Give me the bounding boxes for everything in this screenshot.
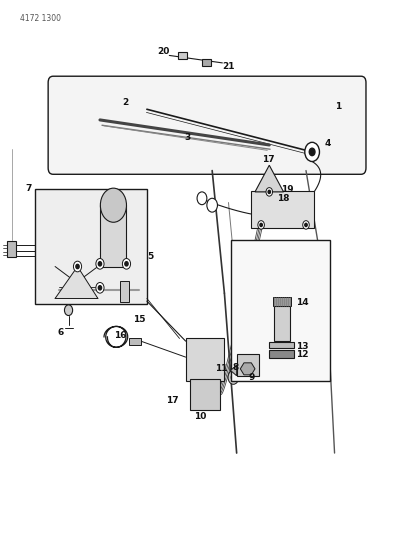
Bar bbox=[100, 205, 126, 266]
Text: 4172 1300: 4172 1300 bbox=[20, 14, 61, 22]
Bar bbox=[35, 189, 147, 304]
Text: 5: 5 bbox=[147, 253, 153, 261]
Bar bbox=[274, 306, 290, 341]
Circle shape bbox=[228, 370, 239, 384]
Bar bbox=[120, 281, 129, 302]
Bar bbox=[178, 52, 187, 59]
Circle shape bbox=[197, 192, 207, 205]
Circle shape bbox=[309, 148, 315, 156]
Circle shape bbox=[305, 142, 319, 161]
Text: 8: 8 bbox=[233, 364, 239, 372]
Text: 12: 12 bbox=[296, 351, 309, 359]
Circle shape bbox=[258, 221, 264, 229]
Text: 17: 17 bbox=[166, 397, 179, 405]
Circle shape bbox=[207, 198, 217, 212]
Text: 18: 18 bbox=[277, 195, 290, 203]
Text: 17: 17 bbox=[262, 156, 275, 164]
Bar bbox=[237, 354, 259, 376]
Circle shape bbox=[122, 259, 131, 269]
Circle shape bbox=[96, 259, 104, 269]
Circle shape bbox=[260, 223, 262, 227]
Circle shape bbox=[268, 190, 271, 193]
Bar bbox=[269, 342, 294, 348]
Circle shape bbox=[98, 262, 102, 266]
Text: 11: 11 bbox=[215, 364, 227, 373]
FancyBboxPatch shape bbox=[48, 76, 366, 174]
Bar bbox=[231, 240, 330, 381]
Text: 2: 2 bbox=[122, 98, 129, 107]
Text: 19: 19 bbox=[282, 185, 294, 193]
Polygon shape bbox=[255, 165, 284, 192]
Text: 6: 6 bbox=[57, 328, 64, 336]
Circle shape bbox=[231, 375, 235, 380]
Text: 15: 15 bbox=[133, 316, 145, 324]
Bar bbox=[190, 379, 220, 410]
Text: 1: 1 bbox=[335, 102, 341, 111]
Circle shape bbox=[100, 188, 126, 222]
Text: 16: 16 bbox=[114, 332, 126, 340]
Text: 3: 3 bbox=[184, 133, 191, 142]
Text: 20: 20 bbox=[157, 47, 169, 56]
Text: 7: 7 bbox=[25, 184, 32, 192]
Circle shape bbox=[125, 262, 128, 266]
Bar bbox=[251, 191, 314, 228]
Circle shape bbox=[76, 264, 79, 269]
Text: 4: 4 bbox=[324, 140, 331, 148]
Circle shape bbox=[96, 282, 104, 293]
Circle shape bbox=[64, 305, 73, 316]
Text: 9: 9 bbox=[248, 373, 255, 382]
Text: 13: 13 bbox=[296, 342, 309, 351]
Text: 14: 14 bbox=[296, 298, 309, 307]
Circle shape bbox=[266, 188, 273, 196]
Polygon shape bbox=[240, 363, 255, 375]
Circle shape bbox=[98, 286, 102, 290]
Polygon shape bbox=[55, 266, 98, 298]
Circle shape bbox=[73, 261, 82, 272]
Bar bbox=[129, 338, 141, 345]
Text: 21: 21 bbox=[222, 62, 235, 71]
Bar bbox=[269, 350, 294, 358]
Bar bbox=[273, 297, 291, 306]
Circle shape bbox=[305, 223, 307, 227]
Bar bbox=[7, 241, 16, 257]
Bar bbox=[202, 59, 211, 66]
Text: 10: 10 bbox=[194, 413, 206, 421]
Bar bbox=[186, 338, 224, 381]
Polygon shape bbox=[231, 365, 237, 376]
Circle shape bbox=[303, 221, 309, 229]
